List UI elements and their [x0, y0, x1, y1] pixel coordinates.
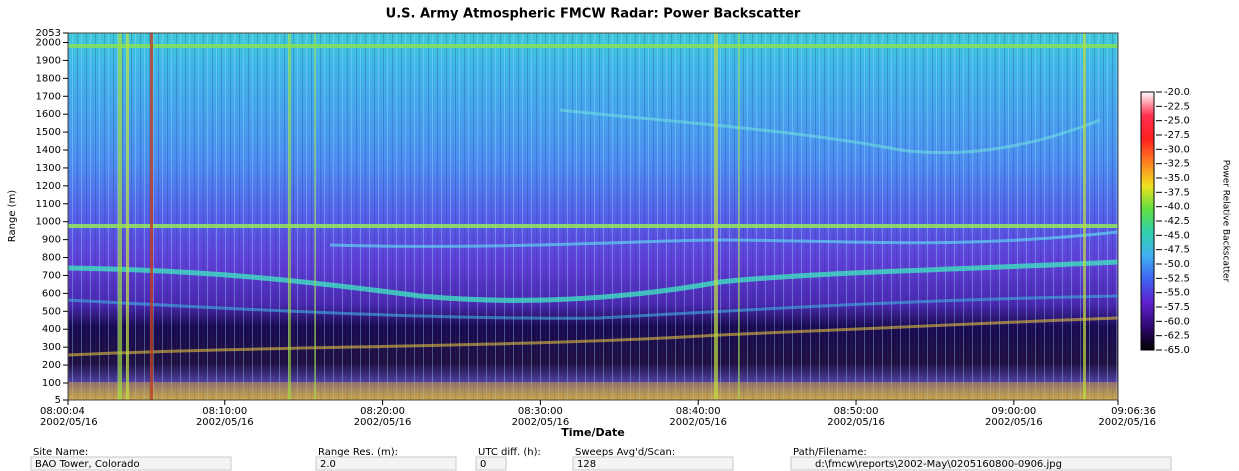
chart-title: U.S. Army Atmospheric FMCW Radar: Power …: [386, 7, 801, 22]
y-tick-label: 400: [42, 324, 61, 335]
y-tick-label: 1100: [36, 199, 61, 210]
colorbar-tick-label: -35.0: [1164, 173, 1190, 184]
colorbar-tick-label: -60.0: [1164, 316, 1190, 327]
y-tick-label: 1400: [36, 145, 61, 156]
x-axis-title: Time/Date: [561, 426, 625, 439]
y-tick-label: 200: [42, 360, 61, 371]
colorbar-tick-label: -52.5: [1164, 273, 1190, 284]
x-tick-date: 2002/05/16: [354, 417, 412, 428]
x-tick-label: 08:00:04: [40, 406, 85, 417]
x-tick-date: 2002/05/16: [196, 417, 254, 428]
field-value: 128: [577, 459, 596, 470]
field-label: Path/Filename:: [793, 447, 867, 458]
y-tick-label: 100: [42, 378, 61, 389]
y-tick-label: 1800: [36, 73, 61, 84]
y-tick-label: 2053: [36, 28, 61, 39]
colorbar-tick-label: -40.0: [1164, 202, 1190, 213]
colorbar-tick-label: -50.0: [1164, 259, 1190, 270]
x-tick-label: 09:06:36: [1111, 406, 1156, 417]
field-value: 0: [480, 459, 486, 470]
x-tick-date: 2002/05/16: [512, 417, 570, 428]
y-tick-label: 300: [42, 342, 61, 353]
x-tick-date: 2002/05/16: [1098, 417, 1156, 428]
x-tick-date: 2002/05/16: [985, 417, 1043, 428]
y-tick-label: 1200: [36, 181, 61, 192]
field-box: [790, 456, 1172, 471]
field-box: [315, 456, 457, 471]
y-tick-label: 2000: [36, 37, 61, 48]
x-tick-date: 2002/05/16: [669, 417, 727, 428]
y-tick-label: 800: [42, 253, 61, 264]
field-label: Range Res. (m):: [318, 447, 398, 458]
field-value: 2.0: [320, 459, 336, 470]
y-tick-label: 1000: [36, 217, 61, 228]
y-tick-label: 1600: [36, 109, 61, 120]
field-box: [475, 456, 507, 471]
y-tick-label: 1900: [36, 55, 61, 66]
y-tick-label: 5: [55, 395, 61, 406]
x-tick-date: 2002/05/16: [40, 417, 98, 428]
x-tick-label: 08:10:00: [202, 406, 247, 417]
y-axis-title: Range (m): [7, 190, 18, 243]
y-tick-label: 1500: [36, 127, 61, 138]
plot-frame: [67, 32, 1119, 401]
y-tick-label: 900: [42, 235, 61, 246]
x-tick-label: 08:20:00: [360, 406, 405, 417]
colorbar-tick-label: -65.0: [1164, 345, 1190, 356]
colorbar-tick-label: -57.5: [1164, 302, 1190, 313]
colorbar-tick-label: -62.5: [1164, 331, 1190, 342]
heatmap: [67, 33, 1119, 400]
y-tick-label: 1300: [36, 163, 61, 174]
y-tick-label: 1700: [36, 91, 61, 102]
colorbar-title: Power Relative Backscatter: [1221, 160, 1231, 283]
colorbar-tick-label: -22.5: [1164, 101, 1190, 112]
colorbar-tick-label: -20.0: [1164, 87, 1190, 98]
colorbar-tick-label: -42.5: [1164, 216, 1190, 227]
x-tick-date: 2002/05/16: [827, 417, 885, 428]
field-label: UTC diff. (h):: [478, 447, 541, 458]
y-tick-label: 500: [42, 306, 61, 317]
colorbar: -20.0 -22.5 -25.0 -27.5 -30.0 -32.5 -35.0 -37.5…: [1140, 87, 1190, 356]
y-tick-label: 600: [42, 288, 61, 299]
x-tick-label: 08:40:00: [676, 406, 721, 417]
y-tick-label: 700: [42, 270, 61, 281]
colorbar-tick-label: -32.5: [1164, 159, 1190, 170]
field-label: Site Name:: [33, 447, 88, 458]
info-fields: Site Name:BAO Tower, Colorado Range Res. …: [30, 447, 1172, 471]
colorbar-tick-label: -30.0: [1164, 144, 1190, 155]
x-tick-label: 08:30:00: [518, 406, 563, 417]
field-value: BAO Tower, Colorado: [35, 459, 140, 470]
colorbar-tick-label: -47.5: [1164, 245, 1190, 256]
field-box: [572, 456, 734, 471]
field-label: Sweeps Avg'd/Scan:: [575, 447, 675, 458]
field-value: d:\fmcw\reports\2002-May\0205160800-0906…: [815, 459, 1062, 470]
field-box: [30, 456, 232, 471]
colorbar-tick-label: -45.0: [1164, 230, 1190, 241]
colorbar-tick-label: -37.5: [1164, 187, 1190, 198]
colorbar-tick-label: -55.0: [1164, 288, 1190, 299]
x-tick-label: 09:00:00: [991, 406, 1036, 417]
colorbar-tick-label: -25.0: [1164, 116, 1190, 127]
colorbar-tick-label: -27.5: [1164, 130, 1190, 141]
x-tick-label: 08:50:00: [834, 406, 879, 417]
